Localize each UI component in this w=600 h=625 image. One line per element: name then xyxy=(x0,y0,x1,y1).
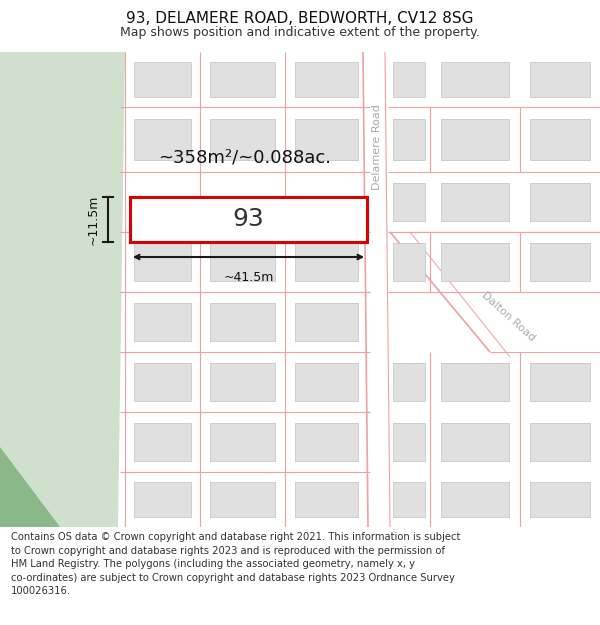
Bar xyxy=(393,362,425,401)
Bar xyxy=(295,302,358,341)
Bar xyxy=(295,242,358,281)
Bar xyxy=(210,119,275,160)
Bar xyxy=(530,182,590,221)
Bar xyxy=(210,422,275,461)
Bar xyxy=(210,362,275,401)
Text: Delamere Road: Delamere Road xyxy=(372,104,382,190)
Bar xyxy=(530,362,590,401)
Text: ~11.5m: ~11.5m xyxy=(87,194,100,244)
Text: 93, DELAMERE ROAD, BEDWORTH, CV12 8SG: 93, DELAMERE ROAD, BEDWORTH, CV12 8SG xyxy=(126,11,474,26)
Bar xyxy=(441,182,509,221)
Bar xyxy=(295,119,358,160)
Text: 93: 93 xyxy=(233,208,265,231)
Polygon shape xyxy=(0,52,125,527)
Bar xyxy=(134,62,191,97)
Bar xyxy=(210,62,275,97)
Bar xyxy=(530,62,590,97)
Bar xyxy=(441,119,509,160)
Bar xyxy=(530,482,590,517)
Text: ~41.5m: ~41.5m xyxy=(223,271,274,284)
Bar xyxy=(210,242,275,281)
Bar xyxy=(393,242,425,281)
Bar xyxy=(393,119,425,160)
Bar xyxy=(530,422,590,461)
Bar xyxy=(134,482,191,517)
Text: ~358m²/~0.088ac.: ~358m²/~0.088ac. xyxy=(158,148,331,166)
Bar xyxy=(134,422,191,461)
Polygon shape xyxy=(0,447,60,527)
Bar xyxy=(134,119,191,160)
Bar xyxy=(441,242,509,281)
Bar xyxy=(530,242,590,281)
Bar xyxy=(393,62,425,97)
Bar xyxy=(295,62,358,97)
Text: Contains OS data © Crown copyright and database right 2021. This information is : Contains OS data © Crown copyright and d… xyxy=(11,532,460,596)
Bar xyxy=(441,362,509,401)
Bar xyxy=(441,482,509,517)
Bar xyxy=(130,197,367,242)
Bar xyxy=(210,302,275,341)
Bar xyxy=(530,119,590,160)
Bar xyxy=(393,422,425,461)
Text: Map shows position and indicative extent of the property.: Map shows position and indicative extent… xyxy=(120,26,480,39)
Bar xyxy=(441,62,509,97)
Bar xyxy=(134,302,191,341)
Bar xyxy=(295,482,358,517)
Bar xyxy=(295,362,358,401)
Text: Dalton Road: Dalton Road xyxy=(480,291,538,344)
Bar xyxy=(210,482,275,517)
Bar xyxy=(441,422,509,461)
Bar xyxy=(295,422,358,461)
Bar xyxy=(393,482,425,517)
Bar xyxy=(134,242,191,281)
Bar xyxy=(134,362,191,401)
Bar xyxy=(393,182,425,221)
